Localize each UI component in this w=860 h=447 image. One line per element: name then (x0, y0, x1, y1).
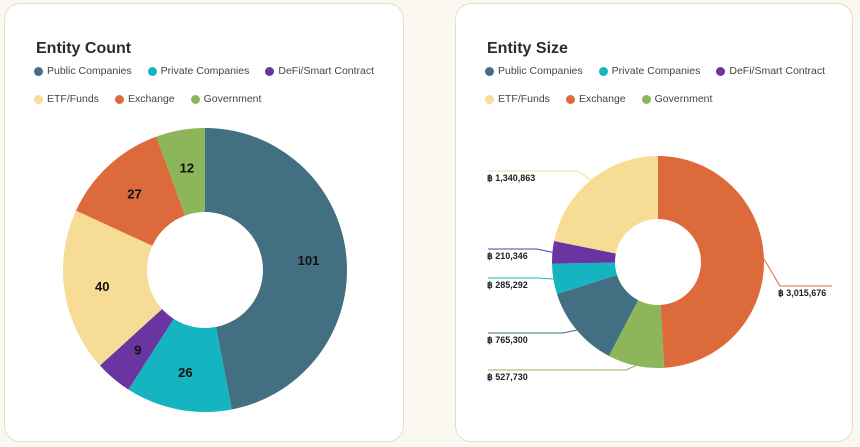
leader-line (488, 248, 553, 253)
legend-label: Private Companies (160, 65, 250, 77)
data-label: ฿ 210,346 (487, 251, 528, 261)
legend-item[interactable]: Exchange (565, 93, 626, 105)
legend-swatch (716, 66, 726, 76)
legend-swatch (641, 94, 651, 104)
slice-etf-funds[interactable] (554, 156, 658, 254)
data-label: 26 (178, 365, 192, 380)
data-label: ฿ 527,730 (487, 372, 528, 382)
slice-etf-funds[interactable] (62, 210, 163, 366)
legend-swatch (485, 94, 494, 104)
slice-government[interactable] (608, 300, 665, 368)
legend-item[interactable]: Government (641, 93, 713, 105)
chart-title: Entity Count (36, 40, 132, 57)
legend-item[interactable]: Public Companies (485, 65, 583, 77)
legend-item[interactable]: DeFi/Smart Contract (716, 65, 825, 77)
legend: Public Companies Private Companies DeFi/Sm… (34, 65, 394, 105)
legend-label: Government (654, 93, 713, 105)
leader-line (488, 277, 554, 280)
legend-item[interactable]: DeFi/Smart Contract (265, 65, 374, 77)
leader-line (763, 258, 832, 287)
legend-item[interactable]: Government (190, 93, 262, 105)
slice-public-companies[interactable] (556, 274, 639, 356)
legend-label: Public Companies (498, 65, 583, 77)
entity-size-card: Entity Size Public Companies Private Comp… (455, 3, 853, 442)
legend-item[interactable]: Exchange (114, 93, 175, 105)
data-label: ฿ 765,300 (487, 335, 528, 345)
leader-line (488, 329, 577, 334)
data-label: 12 (180, 161, 194, 176)
data-label: ฿ 1,340,863 (487, 173, 535, 183)
legend-swatch (34, 94, 43, 104)
legend-label: DeFi/Smart Contract (278, 65, 375, 77)
legend-label: ETF/Funds (498, 93, 550, 105)
legend-swatch (114, 94, 124, 104)
legend-swatch (190, 94, 200, 104)
legend: Public Companies Private Companies DeFi/Sm… (485, 65, 845, 105)
data-label: 27 (127, 187, 141, 202)
legend-label: Exchange (127, 93, 175, 105)
slice-defi-smart-contract[interactable] (552, 240, 616, 264)
legend-label: Exchange (578, 93, 626, 105)
slice-defi-smart-contract[interactable] (99, 309, 174, 390)
legend-item[interactable]: ETF/Funds (34, 93, 99, 105)
leader-line (488, 170, 592, 181)
data-label: 9 (134, 342, 141, 357)
data-label: ฿ 285,292 (487, 280, 528, 290)
leader-line (488, 365, 636, 371)
legend-item[interactable]: Private Companies (147, 65, 250, 77)
legend-label: Private Companies (611, 65, 701, 77)
legend-swatch (598, 66, 608, 76)
data-label: 101 (298, 253, 320, 268)
legend-label: Government (203, 93, 262, 105)
data-label: ฿ 3,015,676 (778, 288, 826, 298)
legend-item[interactable]: Public Companies (34, 65, 132, 77)
legend-swatch (565, 94, 575, 104)
chart-title: Entity Size (487, 40, 568, 57)
legend-item[interactable]: ETF/Funds (485, 93, 550, 105)
legend-swatch (265, 66, 275, 76)
legend-label: ETF/Funds (47, 93, 99, 105)
legend-swatch (485, 66, 494, 76)
legend-label: DeFi/Smart Contract (729, 65, 826, 77)
legend-item[interactable]: Private Companies (598, 65, 701, 77)
legend-label: Public Companies (47, 65, 132, 77)
slice-private-companies[interactable] (128, 318, 232, 413)
slice-exchange[interactable] (658, 156, 765, 368)
slice-private-companies[interactable] (552, 262, 618, 295)
slice-government[interactable] (156, 128, 205, 216)
data-label: 40 (95, 279, 109, 294)
slice-public-companies[interactable] (205, 128, 348, 410)
legend-swatch (147, 66, 157, 76)
slice-exchange[interactable] (75, 136, 186, 246)
legend-swatch (34, 66, 43, 76)
